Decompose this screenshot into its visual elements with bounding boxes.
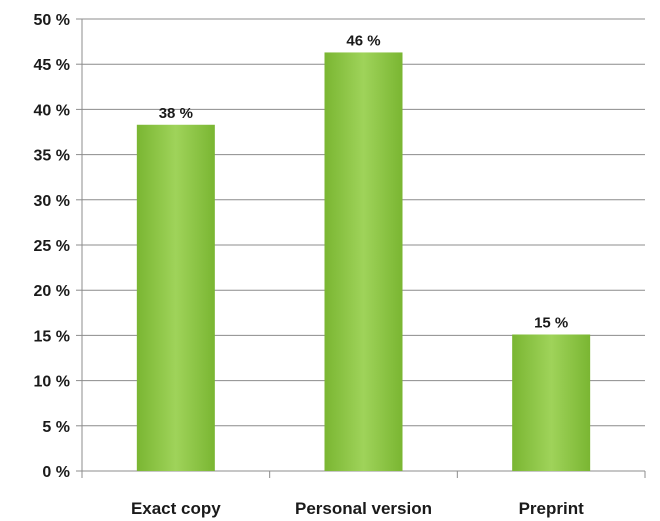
y-tick-label: 40 % bbox=[34, 102, 70, 119]
bar-preprint bbox=[512, 334, 591, 471]
y-tick-label: 5 % bbox=[42, 419, 70, 436]
y-tick-label: 25 % bbox=[34, 238, 70, 255]
x-category-label: Personal version bbox=[295, 499, 432, 518]
x-axis-category-labels: Exact copy Personal version Preprint bbox=[131, 499, 584, 518]
y-tick-label: 15 % bbox=[34, 328, 70, 345]
y-tick-label: 35 % bbox=[34, 148, 70, 165]
y-tick-label: 50 % bbox=[34, 12, 70, 29]
data-labels: 38 % 46 % 15 % bbox=[159, 32, 569, 331]
y-tick-label: 0 % bbox=[42, 464, 70, 481]
data-label: 38 % bbox=[159, 105, 193, 122]
y-tick-label: 30 % bbox=[34, 193, 70, 210]
y-axis-tick-labels: 0 % 5 % 10 % 15 % 20 % 25 % 30 % 35 % 40 % 45 % 50… bbox=[34, 12, 70, 481]
bar-exact-copy bbox=[136, 124, 215, 471]
x-category-label: Exact copy bbox=[131, 499, 221, 518]
bar-personal-version bbox=[324, 52, 403, 472]
data-label: 46 % bbox=[346, 32, 380, 49]
y-tick-label: 45 % bbox=[34, 57, 70, 74]
y-tick-label: 10 % bbox=[34, 374, 70, 391]
bars bbox=[136, 52, 591, 472]
data-label: 15 % bbox=[534, 314, 568, 331]
x-category-label: Preprint bbox=[519, 499, 585, 518]
y-tick-label: 20 % bbox=[34, 283, 70, 300]
